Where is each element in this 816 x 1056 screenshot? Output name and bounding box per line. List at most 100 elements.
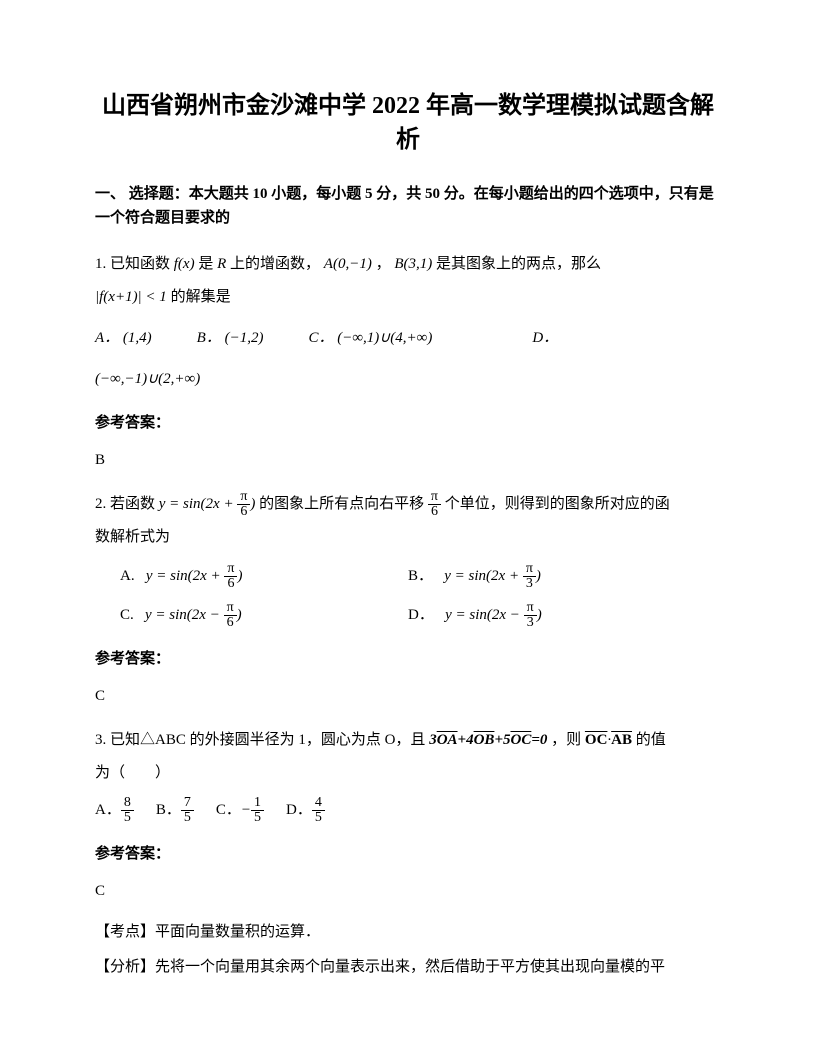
- q3-optB: B． 75: [156, 794, 194, 827]
- q3-optB-num: 7: [181, 796, 194, 811]
- q2-optA-num: π: [224, 562, 237, 577]
- q2-optC-func: y = sin(2x −: [145, 607, 224, 623]
- q2-close: ): [250, 496, 255, 512]
- q2-optD-label: D．: [408, 607, 434, 623]
- q1-prefix: 1. 已知函数: [95, 256, 170, 272]
- q2-optA-frac: π6: [224, 562, 237, 591]
- question-1: 1. 已知函数 f(x) 是 R 上的增函数， A(0,−1) ， B(3,1)…: [95, 248, 721, 396]
- q1-answer: B: [95, 447, 721, 474]
- q1-optA-label: A．: [95, 330, 119, 346]
- q3-line2: 为（ ）: [95, 765, 170, 781]
- q2-row2: C. y = sin(2x − π6) D． y = sin(2x − π3): [95, 599, 721, 632]
- exam-point: 【考点】平面向量数量积的运算．: [95, 919, 721, 946]
- q3-optC-num: 1: [251, 796, 264, 811]
- q2-optD-den: 3: [524, 616, 537, 630]
- q3-ab: AB: [611, 732, 632, 748]
- q2-shift-num: π: [428, 490, 441, 505]
- q1-optB-label: B．: [197, 330, 221, 346]
- q2-optD-frac: π3: [524, 601, 537, 630]
- q3-optB-label: B．: [156, 794, 181, 827]
- q3-optD-label: D．: [286, 794, 312, 827]
- q2-optD: D． y = sin(2x − π3): [408, 599, 721, 632]
- q1-options: A． (1,4) B． (−1,2) C． (−∞,1)∪(4,+∞) D．: [95, 322, 721, 355]
- q3-optD-num: 4: [312, 796, 325, 811]
- q2-prefix: 2. 若函数: [95, 496, 155, 512]
- q3-optD: D． 45: [286, 794, 325, 827]
- q2-pi6-num: π: [237, 490, 250, 505]
- q1-optB: B． (−1,2): [197, 322, 264, 355]
- q3-optD-frac: 45: [312, 796, 325, 825]
- q2-optA-den: 6: [224, 577, 237, 591]
- q1-optA: A． (1,4): [95, 322, 152, 355]
- q2-shift: π6: [428, 490, 441, 519]
- q2-row1: A. y = sin(2x + π6) B． y = sin(2x + π3): [95, 560, 721, 593]
- q1-answer-label: 参考答案：: [95, 410, 721, 437]
- q2-optB-close: ): [536, 568, 541, 584]
- q1-optD: D．: [532, 322, 558, 355]
- q2-optD-num: π: [524, 601, 537, 616]
- q2-optC-frac: π6: [224, 601, 237, 630]
- q2-optC-label: C.: [120, 607, 134, 623]
- q2-optA-close: ): [237, 568, 242, 584]
- q3-optA-frac: 85: [121, 796, 134, 825]
- q3-options: A． 85 B． 75 C． −15 D． 45: [95, 794, 721, 827]
- q2-optB-num: π: [523, 562, 536, 577]
- q1-optA-val: (1,4): [123, 330, 152, 346]
- q3-optC-label: C．: [216, 794, 241, 827]
- q2-optB-frac: π3: [523, 562, 536, 591]
- question-2: 2. 若函数 y = sin(2x + π6) 的图象上所有点向右平移 π6 个…: [95, 488, 721, 632]
- q3-answer: C: [95, 878, 721, 905]
- q3-optA-den: 5: [121, 811, 134, 825]
- question-3: 3. 已知△ABC 的外接圆半径为 1，圆心为点 O，且 3OA+4OB+5OC…: [95, 724, 721, 827]
- q2-optB: B． y = sin(2x + π3): [408, 560, 721, 593]
- q3-answer-label: 参考答案：: [95, 841, 721, 868]
- q1-mid2: 上的增函数，: [230, 256, 320, 272]
- q1-optD-val: (−∞,−1)∪(2,+∞): [95, 363, 721, 396]
- q1-optD-label: D．: [532, 330, 558, 346]
- q3-optC-den: 5: [251, 811, 264, 825]
- q1-optB-val: (−1,2): [225, 330, 264, 346]
- q3-optD-den: 5: [312, 811, 325, 825]
- q1-optC: C． (−∞,1)∪(4,+∞): [308, 322, 432, 355]
- q3-optA-num: 8: [121, 796, 134, 811]
- q2-pi6-den: 6: [237, 505, 250, 519]
- q2-func: y = sin(2x +: [159, 496, 238, 512]
- q1-B: B(3,1): [394, 256, 432, 272]
- q2-optB-label: B．: [408, 568, 433, 584]
- q2-answer: C: [95, 683, 721, 710]
- q3-optC-neg: −: [241, 794, 251, 827]
- q1-fx: f(x): [174, 256, 195, 272]
- q1-optC-val: (−∞,1)∪(4,+∞): [337, 330, 432, 346]
- q3-prefix: 3. 已知△ABC 的外接圆半径为 1，圆心为点 O，且: [95, 732, 425, 748]
- q2-mid2: 个单位，则得到的图象所对应的函: [445, 496, 670, 512]
- q3-optA: A． 85: [95, 794, 134, 827]
- q2-optA-func: y = sin(2x +: [146, 568, 225, 584]
- q2-optC: C. y = sin(2x − π6): [95, 599, 408, 632]
- q1-optC-label: C．: [308, 330, 333, 346]
- q3-optB-frac: 75: [181, 796, 194, 825]
- q3-optC: C． −15: [216, 794, 264, 827]
- q2-optD-close: ): [537, 607, 542, 623]
- section-header: 一、 选择题：本大题共 10 小题，每小题 5 分，共 50 分。在每小题给出的…: [95, 182, 721, 230]
- q2-optC-num: π: [224, 601, 237, 616]
- q1-mid3: 是其图象上的两点，那么: [436, 256, 601, 272]
- q1-comma: ，: [376, 256, 391, 272]
- q2-shift-den: 6: [428, 505, 441, 519]
- q3-optB-den: 5: [181, 811, 194, 825]
- q3-optA-label: A．: [95, 794, 121, 827]
- q3-mid: ，则: [551, 732, 581, 748]
- q1-R: R: [217, 256, 226, 272]
- q2-line2: 数解析式为: [95, 529, 170, 545]
- q2-optB-den: 3: [523, 577, 536, 591]
- q2-optC-close: ): [237, 607, 242, 623]
- q2-optA: A. y = sin(2x + π6): [95, 560, 408, 593]
- q1-abs: |f(x+1)| < 1: [95, 289, 167, 305]
- q3-eq: 3OA+4OB+5OC=0: [429, 732, 547, 748]
- q1-mid1: 是: [198, 256, 213, 272]
- q2-answer-label: 参考答案：: [95, 646, 721, 673]
- q2-optC-den: 6: [224, 616, 237, 630]
- q2-optB-func: y = sin(2x +: [444, 568, 523, 584]
- analysis: 【分析】先将一个向量用其余两个向量表示出来，然后借助于平方使其出现向量模的平: [95, 954, 721, 981]
- q3-oc: OC: [585, 732, 608, 748]
- q3-optC-frac: 15: [251, 796, 264, 825]
